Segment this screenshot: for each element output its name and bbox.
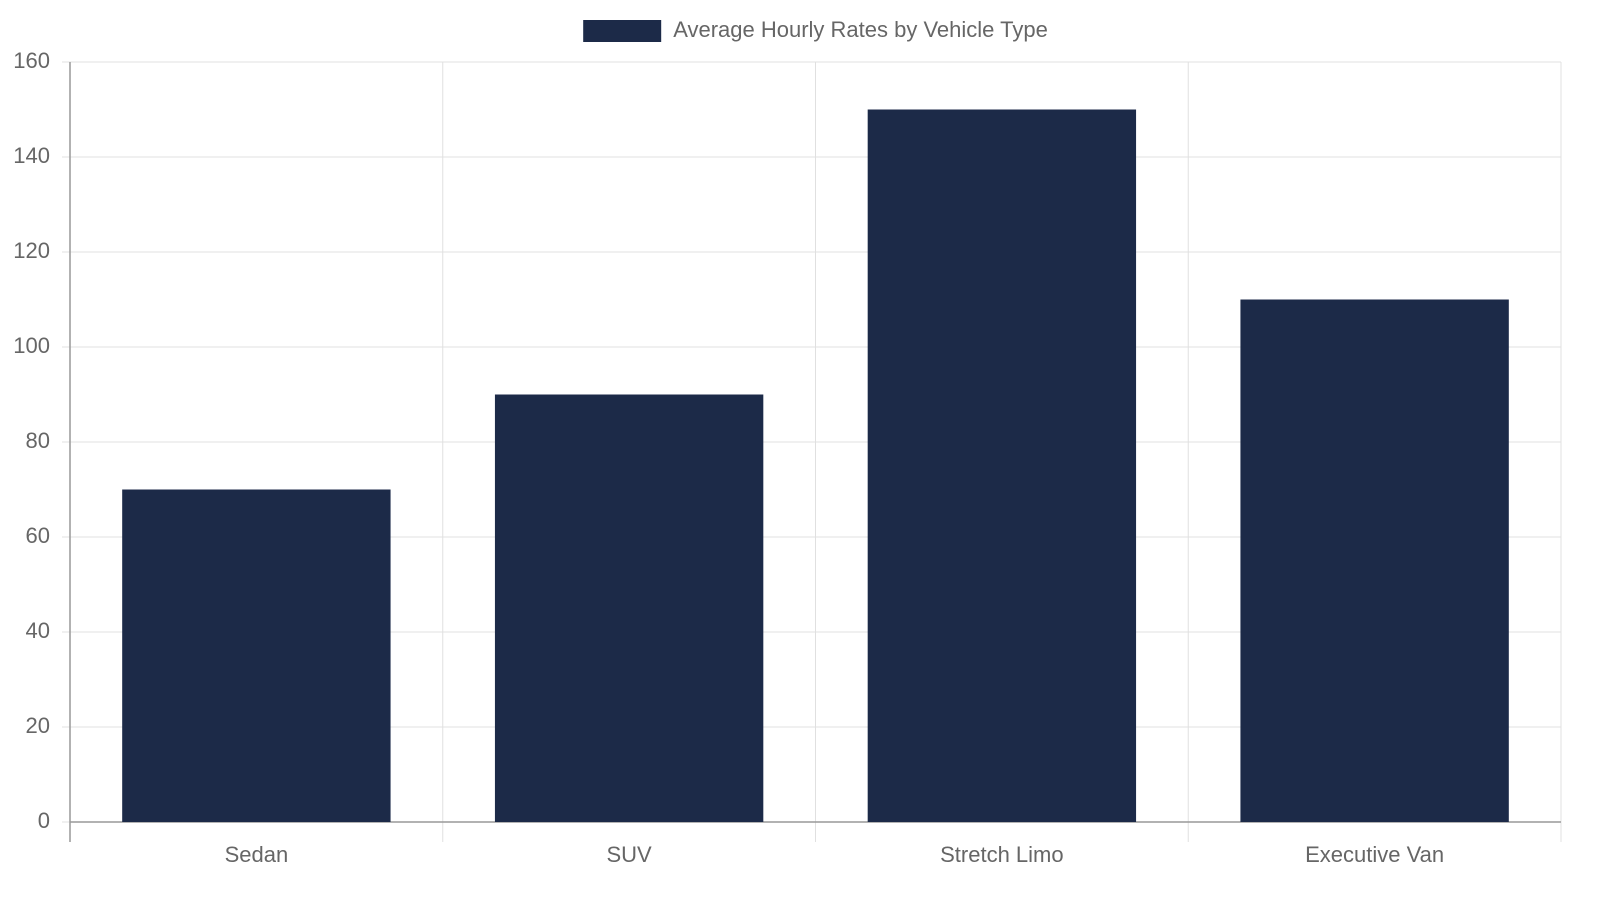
legend-label: Average Hourly Rates by Vehicle Type	[673, 17, 1048, 42]
bar	[494, 394, 764, 822]
y-tick-label: 40	[26, 618, 50, 643]
x-tick-label: SUV	[607, 842, 653, 867]
y-tick-label: 60	[26, 523, 50, 548]
bar	[867, 109, 1137, 822]
x-tick-label: Sedan	[225, 842, 289, 867]
x-tick-label: Stretch Limo	[940, 842, 1064, 867]
y-tick-label: 140	[13, 143, 50, 168]
y-tick-label: 120	[13, 238, 50, 263]
x-tick-label: Executive Van	[1305, 842, 1444, 867]
bar	[122, 489, 391, 822]
legend-swatch	[583, 20, 662, 42]
y-tick-label: 80	[26, 428, 50, 453]
y-tick-label: 0	[38, 808, 50, 833]
bar	[1240, 299, 1509, 822]
y-tick-label: 160	[13, 48, 50, 73]
y-tick-label: 20	[26, 713, 50, 738]
y-tick-label: 100	[13, 333, 50, 358]
